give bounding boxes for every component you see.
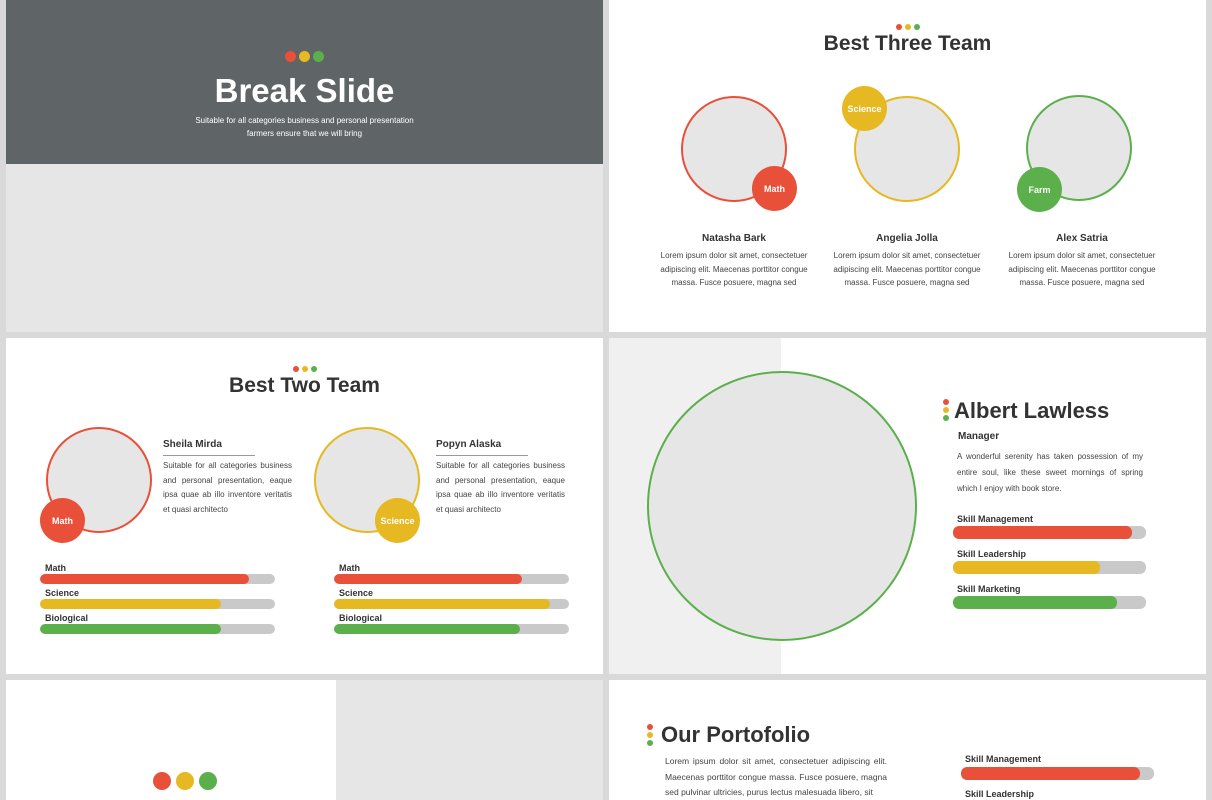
color-dots — [943, 399, 949, 421]
member-name: Natasha Bark — [702, 233, 766, 244]
color-dots — [293, 366, 317, 372]
member-name: Popyn Alaska — [436, 439, 502, 450]
profile-description: A wonderful serenity has taken possessio… — [957, 452, 1143, 493]
member-description: Suitable for all categories business and… — [436, 461, 565, 514]
slide-title: Best Two Team — [229, 374, 380, 397]
slide-title: Break Slide — [214, 72, 395, 109]
skill-bar-fill — [334, 574, 522, 584]
skill-bar-math — [40, 574, 275, 584]
member-name: Sheila Mirda — [163, 439, 222, 450]
portfolio-description: Lorem ipsum dolor sit amet, consectetuer… — [665, 756, 887, 797]
skill-label: Math — [45, 563, 66, 573]
slide-title: Our Portofolio — [661, 722, 811, 747]
skill-label: Skill Management — [957, 514, 1034, 524]
subtitle-line-1: Suitable for all categories business and… — [195, 116, 414, 125]
member-description: Suitable for all categories business and… — [163, 461, 292, 514]
skill-label: Science — [45, 588, 80, 598]
badge-science: Science — [375, 498, 420, 543]
skill-bar-fill — [334, 624, 520, 634]
skill-bar-fill — [40, 574, 250, 584]
skill-label: Skill Management — [965, 754, 1042, 764]
profile-name: Albert Lawless — [954, 398, 1110, 423]
skill-bar-leadership — [953, 561, 1146, 574]
skill-bar-biological — [40, 624, 275, 634]
badge-farm: Farm — [1017, 167, 1062, 212]
profile-role: Manager — [958, 431, 1000, 442]
color-dots — [285, 51, 324, 62]
member-name: Angelia Jolla — [876, 233, 938, 244]
slide-break[interactable]: Break Slide Suitable for all categories … — [6, 0, 603, 332]
skill-label: Skill Marketing — [957, 584, 1021, 594]
color-dots — [896, 24, 920, 30]
slide-portfolio[interactable]: Our Portofolio Lorem ipsum dolor sit ame… — [609, 680, 1206, 800]
name-divider — [436, 455, 528, 456]
skill-bar-fill — [334, 599, 551, 609]
color-dots — [153, 772, 217, 790]
skill-bar-fill — [953, 526, 1133, 539]
right-panel — [336, 680, 603, 800]
badge-math: Math — [40, 498, 85, 543]
badge-math: Math — [752, 166, 797, 211]
member-description: Lorem ipsum dolor sit amet, consectetuer… — [660, 251, 808, 287]
skill-bar-management — [961, 767, 1154, 780]
color-dots — [647, 724, 653, 746]
skill-label: Skill Leadership — [957, 549, 1027, 559]
skill-bar-fill — [40, 624, 221, 634]
skill-label: Biological — [45, 613, 89, 623]
skill-bar-fill — [961, 767, 1141, 780]
skill-bar-math — [334, 574, 569, 584]
slide-partial-dots[interactable] — [6, 680, 603, 800]
member-description: Lorem ipsum dolor sit amet, consectetuer… — [833, 251, 981, 287]
skill-bar-fill — [40, 599, 221, 609]
skill-bar-science — [40, 599, 275, 609]
skill-bar-fill — [953, 561, 1100, 574]
member-name: Alex Satria — [1056, 233, 1108, 244]
name-divider — [163, 455, 255, 456]
skill-label: Science — [339, 588, 374, 598]
skill-label: Math — [339, 563, 360, 573]
slide-profile[interactable]: Albert Lawless Manager A wonderful seren… — [609, 338, 1206, 674]
skill-bar-fill — [953, 596, 1118, 609]
profile-photo — [647, 371, 917, 641]
subtitle-line-2: farmers ensure that we will bring — [246, 129, 363, 138]
badge-science: Science — [842, 86, 887, 131]
skill-label: Biological — [339, 613, 383, 623]
slide-title: Best Three Team — [823, 32, 992, 55]
slide-best-two-team[interactable]: Best Two Team Math Sheila Mirda Suitable… — [6, 338, 603, 674]
skill-label: Skill Leadership — [965, 789, 1035, 799]
skill-bar-science — [334, 599, 569, 609]
skill-bar-biological — [334, 624, 569, 634]
member-description: Lorem ipsum dolor sit amet, consectetuer… — [1008, 251, 1156, 287]
member-photo — [854, 96, 960, 202]
skill-bar-marketing — [953, 596, 1146, 609]
slide-best-three-team[interactable]: Best Three Team Math Natasha Bark Lorem … — [609, 0, 1206, 332]
header-band — [6, 0, 603, 164]
skill-bar-management — [953, 526, 1146, 539]
